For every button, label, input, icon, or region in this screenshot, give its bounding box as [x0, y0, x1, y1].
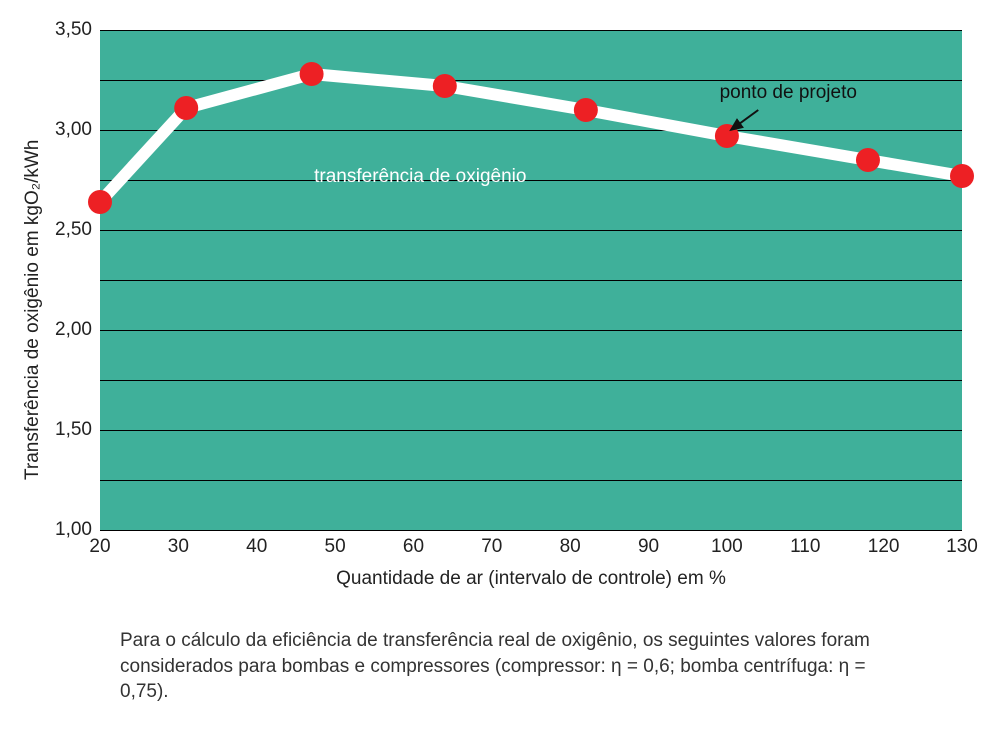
y-tick-label: 3,00 [38, 119, 92, 141]
x-tick-label: 100 [702, 536, 752, 558]
data-point-marker [174, 96, 198, 120]
x-tick-label: 50 [310, 536, 360, 558]
x-tick-label: 20 [75, 536, 125, 558]
data-point-marker [88, 190, 112, 214]
y-tick-label: 2,50 [38, 219, 92, 241]
series-svg [100, 30, 962, 530]
series-label: transferência de oxigênio [314, 166, 526, 188]
project-point-label: ponto de projeto [720, 82, 857, 104]
x-axis-label: Quantidade de ar (intervalo de controle)… [100, 568, 962, 590]
x-tick-label: 80 [545, 536, 595, 558]
figure-root: Transferência de oxigênio em kgO₂/kWh Qu… [0, 0, 990, 734]
x-tick-label: 60 [388, 536, 438, 558]
data-point-marker [300, 62, 324, 86]
data-point-marker [433, 74, 457, 98]
figure-caption: Para o cálculo da eficiência de transfer… [120, 628, 880, 705]
data-point-marker [574, 98, 598, 122]
x-tick-label: 110 [780, 536, 830, 558]
y-tick-label: 1,50 [38, 419, 92, 441]
plot-area [100, 30, 962, 530]
data-point-marker [856, 148, 880, 172]
project-point-arrow [731, 110, 758, 130]
gridline [100, 530, 962, 531]
data-point-marker [950, 164, 974, 188]
x-tick-label: 70 [467, 536, 517, 558]
y-tick-label: 2,00 [38, 319, 92, 341]
y-tick-label: 3,50 [38, 19, 92, 41]
x-tick-label: 40 [232, 536, 282, 558]
x-tick-label: 90 [624, 536, 674, 558]
x-tick-label: 130 [937, 536, 987, 558]
x-tick-label: 120 [859, 536, 909, 558]
x-tick-label: 30 [153, 536, 203, 558]
